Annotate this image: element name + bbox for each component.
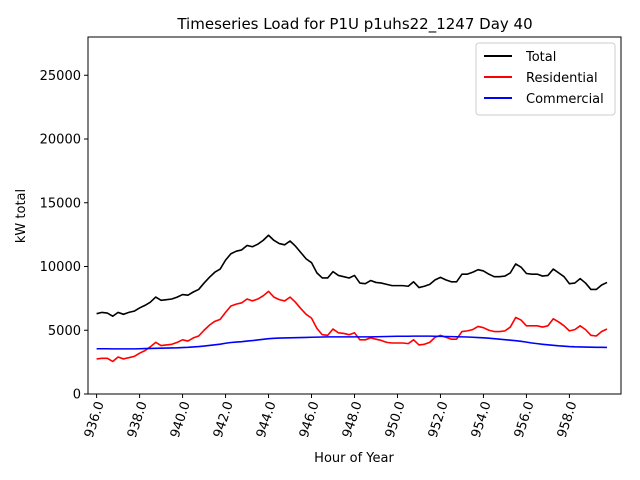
y-axis-label: kW total	[14, 189, 29, 243]
legend-label-total: Total	[525, 50, 556, 65]
legend: Total Residential Commercial	[475, 42, 616, 116]
x-tick-label: 946.0	[297, 400, 323, 440]
y-tick-label: 5000	[48, 324, 81, 339]
plot-frame	[87, 36, 622, 395]
x-tick-label: 944.0	[254, 400, 280, 440]
x-tick-label: 948.0	[340, 400, 366, 440]
series-line-total	[96, 234, 608, 318]
x-tick-label: 936.0	[82, 400, 108, 440]
x-tick-label: 954.0	[469, 400, 495, 440]
x-tick-label: 940.0	[168, 400, 194, 440]
chart-title: Timeseries Load for P1U p1uhs22_1247 Day…	[176, 15, 532, 34]
series-line-residential	[96, 290, 608, 363]
y-tick-label: 0	[73, 388, 81, 403]
series-layer	[96, 234, 608, 363]
x-tick-label: 956.0	[512, 400, 538, 440]
x-tick-label: 952.0	[426, 400, 452, 440]
series-line-commercial	[96, 335, 608, 350]
x-tick-label: 950.0	[383, 400, 409, 440]
x-tick-label: 958.0	[555, 400, 581, 440]
legend-label-commercial: Commercial	[526, 92, 604, 107]
x-tick-label: 942.0	[211, 400, 237, 440]
y-tick-label: 10000	[40, 260, 81, 275]
y-tick-label: 25000	[40, 69, 81, 84]
y-tick-label: 20000	[40, 133, 81, 148]
y-tick-label: 15000	[40, 196, 81, 211]
legend-label-residential: Residential	[526, 71, 598, 86]
x-tick-label: 938.0	[125, 400, 151, 440]
x-axis-label: Hour of Year	[314, 451, 394, 466]
